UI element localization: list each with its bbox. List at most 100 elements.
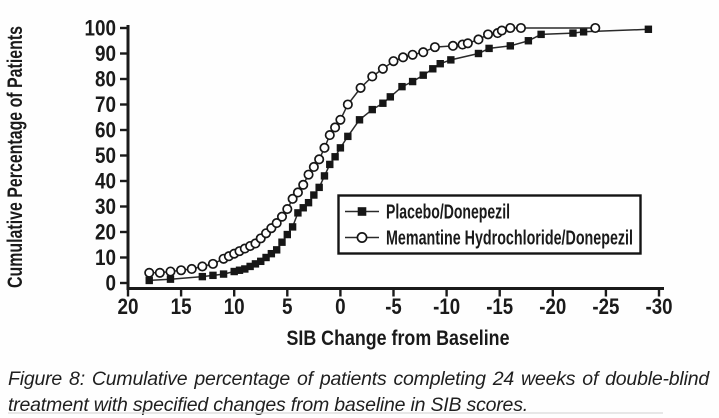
x-tick-label: -15 — [486, 294, 513, 319]
memantine-marker — [176, 265, 187, 276]
memantine-marker — [398, 52, 409, 63]
memantine-marker — [367, 71, 378, 82]
placebo-marker — [398, 82, 406, 91]
x-tick-label: 15 — [171, 294, 192, 319]
placebo-marker — [569, 29, 577, 37]
memantine-marker — [324, 130, 335, 141]
legend-label-placebo: Placebo/Donepezil — [386, 202, 510, 224]
placebo-marker — [272, 246, 281, 254]
placebo-marker — [315, 183, 323, 192]
memantine-marker — [355, 82, 366, 93]
placebo-marker — [288, 223, 297, 231]
y-tick-label: 20 — [95, 220, 116, 245]
x-tick-label: 5 — [282, 294, 293, 319]
x-tick-label: 10 — [224, 294, 245, 319]
memantine-marker — [186, 263, 197, 275]
placebo-marker — [219, 270, 228, 278]
memantine-marker — [515, 22, 526, 34]
memantine-marker — [429, 42, 440, 53]
memantine-marker — [292, 187, 303, 198]
memantine-marker — [154, 267, 165, 278]
memantine-marker — [314, 154, 325, 165]
y-tick-label: 10 — [95, 245, 116, 270]
placebo-marker — [506, 42, 515, 50]
x-tick-label: -20 — [539, 294, 566, 319]
memantine-marker — [271, 218, 282, 229]
legend: Placebo/Donepezil Memantine Hydrochlorid… — [337, 194, 642, 255]
memantine-marker — [473, 34, 484, 45]
memantine-marker — [303, 169, 314, 180]
placebo-marker — [368, 105, 376, 114]
legend-label-memantine: Memantine Hydrochloride/Donepezil — [386, 228, 633, 250]
y-tick-label: 90 — [95, 41, 116, 66]
placebo-marker — [344, 132, 352, 141]
placebo-marker — [262, 253, 270, 262]
memantine-marker — [496, 25, 507, 36]
axis-ticks: 20 15 10 5 0 -5 -10 -15 -20 -25 -30010203040506070… — [85, 16, 673, 320]
memantine-marker — [287, 193, 298, 204]
placebo-marker — [294, 209, 302, 217]
placebo-marker — [246, 262, 254, 271]
placebo-marker — [386, 93, 395, 101]
memantine-marker — [482, 29, 494, 40]
figure-caption: Figure 8: Cumulative percentage of patie… — [8, 368, 709, 417]
placebo-marker — [336, 144, 345, 152]
memantine-marker — [388, 56, 399, 67]
memantine-marker — [144, 267, 155, 278]
y-tick-label: 60 — [95, 118, 116, 143]
placebo-marker — [198, 272, 207, 281]
placebo-marker — [310, 191, 318, 199]
y-tick-label: 40 — [95, 169, 116, 194]
y-tick-label: 30 — [95, 194, 116, 219]
cutoff-artifact — [8, 412, 663, 414]
memantine-marker — [447, 40, 459, 51]
memantine-marker — [590, 22, 601, 34]
placebo-marker — [537, 30, 545, 39]
memantine-marker — [308, 161, 319, 173]
memantine-marker — [505, 22, 516, 34]
y-tick-label: 70 — [95, 92, 116, 117]
placebo-marker — [299, 204, 307, 212]
placebo-marker — [436, 60, 444, 68]
memantine-marker — [330, 122, 341, 133]
legend-item-memantine: Memantine Hydrochloride/Donepezil — [345, 228, 633, 250]
y-tick-label: 100 — [85, 16, 117, 41]
axes — [126, 25, 664, 290]
filled-square-icon — [357, 207, 367, 216]
placebo-marker — [379, 99, 387, 107]
y-axis-title: Cumulative Percentage of Patients — [4, 26, 27, 288]
placebo-marker — [166, 275, 175, 283]
x-tick-label: 0 — [335, 294, 346, 319]
placebo-marker — [278, 238, 286, 246]
x-tick-label: -5 — [385, 294, 402, 319]
x-tick-label: -25 — [592, 294, 619, 319]
placebo-marker — [524, 37, 533, 45]
placebo-marker — [241, 265, 249, 273]
placebo-marker — [320, 172, 329, 180]
sib-cumulative-chart: 20 15 10 5 0 -5 -10 -15 -20 -25 -30010203040506070… — [4, 16, 673, 351]
y-tick-label: 80 — [95, 67, 116, 92]
placebo-marker — [485, 44, 493, 53]
memantine-marker — [418, 47, 429, 58]
memantine-marker — [335, 114, 346, 125]
placebo-marker — [283, 230, 291, 239]
memantine-marker — [298, 179, 309, 190]
y-tick-label: 50 — [95, 143, 116, 168]
data-series — [144, 22, 653, 285]
memantine-marker — [319, 142, 330, 153]
memantine-marker — [207, 258, 219, 269]
placebo-marker — [257, 257, 265, 266]
placebo-marker — [251, 260, 260, 268]
memantine-series — [144, 22, 601, 278]
memantine-marker — [407, 49, 418, 60]
placebo-marker — [331, 153, 339, 161]
memantine-marker — [377, 63, 388, 74]
memantine-marker — [462, 38, 473, 49]
placebo-marker — [267, 249, 276, 258]
memantine-marker — [197, 261, 208, 272]
placebo-marker — [447, 56, 455, 64]
placebo-marker — [235, 266, 244, 274]
memantine-marker — [282, 204, 293, 215]
placebo-marker — [408, 77, 417, 86]
